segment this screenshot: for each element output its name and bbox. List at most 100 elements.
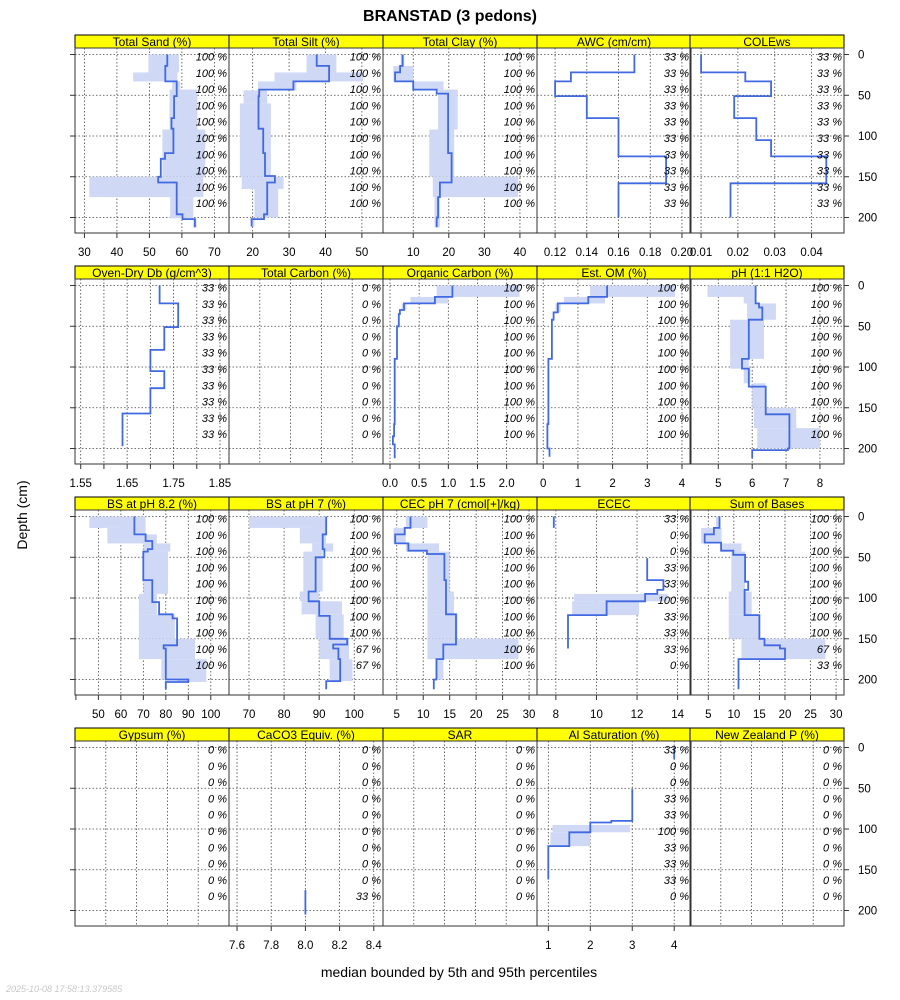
percentile-band — [743, 296, 756, 304]
x-tick-label: 0.14 — [576, 247, 599, 259]
median-line — [546, 285, 608, 457]
x-tick-label: 25 — [496, 709, 509, 721]
percent-label: 100 % — [350, 133, 381, 145]
percent-label: 33 % — [664, 100, 689, 112]
percent-label: 100 % — [504, 364, 535, 376]
x-tick-label: 10 — [590, 709, 603, 721]
percent-label: 0 % — [208, 875, 227, 887]
y-tick-label: 100 — [858, 131, 877, 143]
percent-label: 0 % — [362, 826, 381, 838]
panel-title: Total Silt (%) — [272, 35, 339, 49]
percent-label: 67 % — [817, 644, 842, 656]
x-tick-label: 100 — [345, 709, 364, 721]
percent-label: 100 % — [504, 562, 535, 574]
x-tick-label: 0.5 — [411, 478, 427, 490]
median-line — [157, 54, 196, 228]
percentile-band — [89, 516, 146, 528]
panel: SAR 0 % 0 % 0 % 0 % 0 % 0 % 0 % 0 % 0 % 0 % — [382, 727, 538, 927]
x-tick-label: 50 — [92, 709, 105, 721]
y-tick-label: 50 — [858, 321, 871, 333]
percent-label: 0 % — [208, 810, 227, 822]
percent-label: 33 % — [817, 100, 842, 112]
percent-label: 0 % — [362, 793, 381, 805]
percent-label: 100 % — [504, 611, 535, 623]
x-tick-label: 40 — [514, 247, 527, 259]
percent-label: 0 % — [670, 891, 689, 903]
panel: CEC pH 7 (cmol[+]/kg) 100 % 100 % 100 % 100 … — [382, 496, 538, 721]
median-line — [741, 285, 791, 459]
percent-label: 0 % — [670, 660, 689, 672]
percent-label: 0 % — [362, 380, 381, 392]
percent-label: 100 % — [196, 546, 227, 558]
percent-label: 100 % — [196, 562, 227, 574]
percent-label: 100 % — [504, 514, 535, 526]
panel-frame — [689, 740, 845, 927]
percent-label: 100 % — [196, 52, 227, 64]
percent-label: 33 % — [664, 793, 689, 805]
panel-title: New Zealand P (%) — [715, 728, 819, 742]
x-tick-label: 30 — [830, 709, 843, 721]
percent-label: 33 % — [664, 133, 689, 145]
percent-label: 33 % — [664, 149, 689, 161]
percent-label: 33 % — [202, 299, 227, 311]
percent-label: 100 % — [196, 644, 227, 656]
percent-label: 0 % — [670, 777, 689, 789]
y-tick-label: 50 — [858, 90, 871, 102]
timestamp: 2025-10-08 17:58:13.379585 — [5, 984, 123, 994]
y-tick-label: 200 — [858, 213, 877, 225]
x-tick-label: 1 — [545, 940, 551, 952]
percent-label: 0 % — [362, 842, 381, 854]
x-tick-label: 8 — [553, 709, 559, 721]
y-tick-label: 150 — [858, 403, 877, 415]
percent-label: 100 % — [658, 826, 689, 838]
percent-label: 0 % — [208, 745, 227, 757]
percent-label: 100 % — [658, 283, 689, 295]
percentile-band — [177, 679, 207, 682]
percent-label: 33 % — [664, 182, 689, 194]
percent-label: 33 % — [664, 84, 689, 96]
x-tick-label: 20 — [246, 247, 259, 259]
percent-label: 33 % — [202, 413, 227, 425]
x-tick-label: 1 — [575, 478, 581, 490]
percent-label: 100 % — [658, 429, 689, 441]
percent-label: 100 % — [350, 68, 381, 80]
y-tick-label: 100 — [858, 824, 877, 836]
percent-label: 67 % — [356, 644, 381, 656]
percentile-band — [753, 407, 797, 429]
percent-label: 100 % — [196, 579, 227, 591]
percent-label: 33 % — [202, 315, 227, 327]
panel: BS at pH 7 (%) 100 % 100 % 100 % 100 % 100 % 1… — [228, 496, 384, 721]
percent-label: 33 % — [664, 562, 689, 574]
percentile-band — [303, 551, 323, 592]
y-tick-label: 0 — [858, 281, 864, 293]
panel: BS at pH 8.2 (%) 100 % 100 % 100 % 100 % 100 … — [70, 496, 230, 721]
percent-label: 100 % — [350, 166, 381, 178]
y-tick-label: 200 — [858, 906, 877, 918]
x-tick-label: 5 — [715, 478, 721, 490]
percent-label: 0 % — [516, 745, 535, 757]
percent-label: 0 % — [362, 810, 381, 822]
x-tick-label: 70 — [137, 709, 150, 721]
percentile-band — [239, 103, 271, 177]
percent-label: 33 % — [664, 611, 689, 623]
y-tick-label: 150 — [858, 172, 877, 184]
percent-label: 100 % — [504, 380, 535, 392]
percent-label: 100 % — [811, 514, 842, 526]
x-tick-label: 80 — [278, 709, 291, 721]
panel-frame — [689, 47, 845, 234]
percent-label: 100 % — [504, 546, 535, 558]
percentile-band — [107, 534, 157, 544]
percent-label: 100 % — [658, 348, 689, 360]
panel-title: CEC pH 7 (cmol[+]/kg) — [400, 497, 520, 511]
percentile-band — [138, 593, 157, 615]
percent-label: 100 % — [504, 644, 535, 656]
y-tick-label: 200 — [858, 444, 877, 456]
percentile-band — [731, 551, 746, 592]
percent-label: 100 % — [658, 413, 689, 425]
x-tick-label: 15 — [443, 709, 456, 721]
percent-label: 0 % — [823, 761, 842, 773]
x-tick-label: 60 — [114, 709, 127, 721]
percentile-band — [743, 368, 751, 384]
percentile-band — [148, 54, 179, 73]
percent-label: 33 % — [817, 52, 842, 64]
